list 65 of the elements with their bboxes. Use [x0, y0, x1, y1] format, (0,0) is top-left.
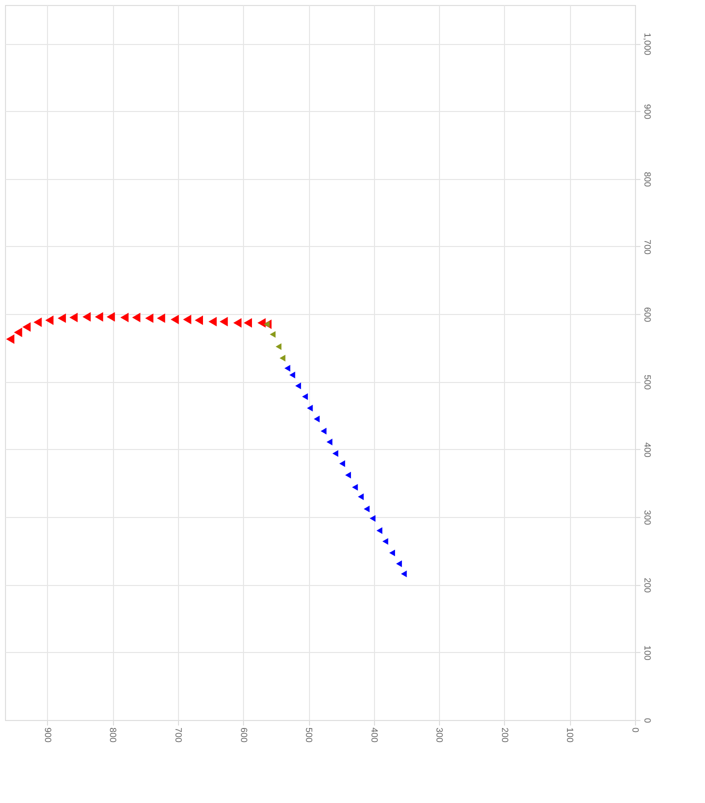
y-tick-label: 400	[642, 442, 652, 458]
point	[326, 438, 332, 446]
point	[376, 527, 382, 534]
y-tick-label: 300	[642, 510, 652, 526]
point	[156, 313, 166, 323]
point	[280, 354, 286, 362]
point	[396, 560, 402, 568]
point	[233, 318, 242, 328]
point	[320, 428, 326, 435]
y-tick-label: 1,000	[642, 32, 652, 56]
point	[132, 312, 140, 322]
y-tick-label: 200	[642, 578, 652, 593]
x-tick-label: 800	[108, 728, 118, 743]
x-tick-label: 100	[565, 728, 576, 743]
point	[208, 316, 217, 326]
y-tick-label: 700	[642, 239, 652, 255]
point	[34, 318, 42, 327]
point	[364, 506, 370, 512]
x-tick-label: 900	[42, 728, 53, 743]
y-tick-label: 600	[642, 307, 652, 322]
x-tick-label: 600	[238, 728, 249, 743]
y-tick-label: 800	[642, 172, 652, 187]
y-tick-label: 500	[642, 374, 652, 390]
point	[6, 334, 14, 344]
point	[69, 312, 78, 322]
x-tick-label: 700	[174, 728, 184, 743]
point	[94, 312, 104, 322]
y-tick-label: 100	[642, 645, 652, 660]
point	[389, 550, 396, 556]
point	[370, 515, 376, 522]
point	[270, 331, 276, 338]
point	[276, 343, 282, 350]
point	[295, 382, 302, 390]
point	[302, 393, 308, 400]
point	[58, 313, 66, 323]
point	[289, 372, 296, 378]
point	[220, 316, 228, 326]
point	[306, 404, 313, 412]
point	[170, 314, 179, 324]
x-tick-label: 500	[304, 728, 314, 743]
point	[284, 364, 290, 372]
point	[14, 328, 22, 338]
point	[352, 484, 358, 491]
point	[358, 493, 364, 500]
point	[314, 416, 320, 422]
point	[339, 460, 346, 467]
y-tick-label: 0	[642, 718, 652, 724]
y-tick-label: 900	[642, 104, 652, 120]
point	[194, 315, 204, 325]
point	[82, 312, 91, 322]
x-tick-label: 400	[369, 728, 380, 743]
point	[400, 570, 407, 578]
point	[145, 313, 154, 323]
x-tick-label: 300	[434, 728, 445, 743]
x-tick-label: 0	[630, 728, 640, 733]
point	[345, 472, 351, 478]
point	[332, 450, 338, 457]
point	[106, 312, 115, 322]
point	[22, 322, 31, 332]
point	[45, 315, 54, 325]
point	[382, 538, 388, 545]
point	[183, 314, 192, 324]
point	[244, 318, 252, 328]
x-tick-label: 200	[500, 728, 510, 743]
point	[120, 312, 129, 322]
